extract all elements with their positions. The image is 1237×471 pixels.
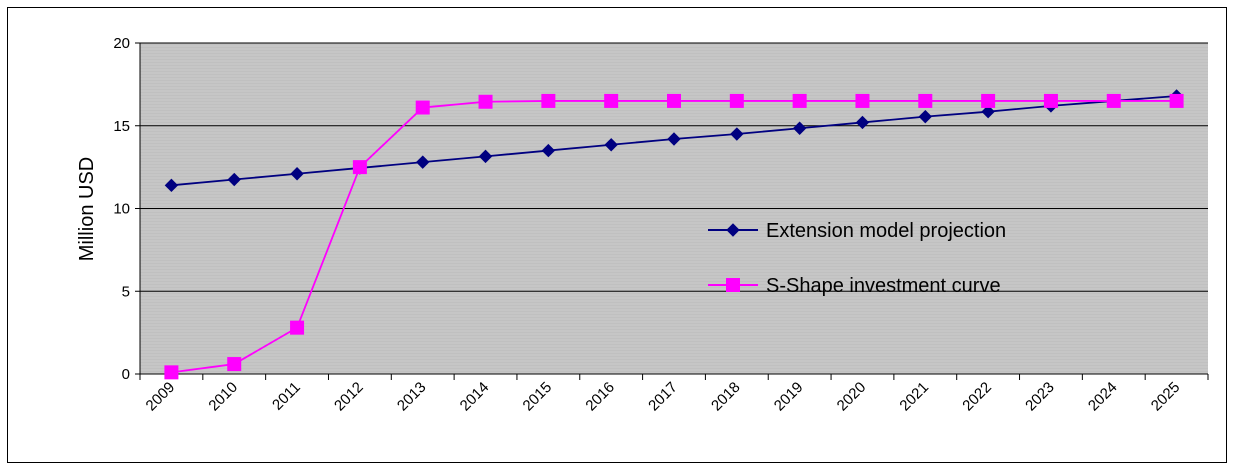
x-tick-label: 2022 xyxy=(959,379,995,415)
extension-point xyxy=(604,138,618,152)
s-shape-point xyxy=(1169,93,1184,108)
s-shape-point xyxy=(227,357,242,372)
x-tick-label: 2009 xyxy=(143,379,179,415)
extension-point xyxy=(792,121,807,135)
s-shape-point xyxy=(352,160,367,175)
extension-point xyxy=(730,127,744,141)
s-shape-point xyxy=(478,94,493,109)
legend-s-shape-label: S-Shape investment curve xyxy=(766,275,1001,297)
y-tick-label: 20 xyxy=(113,35,130,52)
x-tick-label: 2025 xyxy=(1148,379,1184,415)
legend-s-shape-marker xyxy=(726,278,740,292)
s-shape-point xyxy=(918,93,933,108)
y-tick-label: 10 xyxy=(113,201,130,218)
extension-point xyxy=(918,109,933,124)
x-tick-label: 2024 xyxy=(1085,379,1121,415)
extension-point xyxy=(667,132,681,146)
s-shape-point xyxy=(855,93,870,108)
x-tick-label: 2012 xyxy=(331,379,367,415)
s-shape-point xyxy=(415,100,430,115)
x-tick-label: 2010 xyxy=(205,379,241,415)
y-tick-label: 0 xyxy=(122,366,130,383)
x-tick-label: 2017 xyxy=(645,379,681,415)
chart-frame: 0 5 10 15 20 2009 2010 2011 2012 2013 2014 2015 2016… xyxy=(7,7,1227,463)
extension-point xyxy=(227,172,241,187)
extension-point xyxy=(290,167,304,181)
y-tick-label: 5 xyxy=(122,283,130,300)
s-shape-point xyxy=(164,365,179,380)
legend-extension-marker xyxy=(726,223,740,237)
y-tick-label: 15 xyxy=(113,118,130,135)
x-tick-label: 2021 xyxy=(897,379,933,415)
x-tick-label: 2015 xyxy=(520,379,556,415)
s-shape-point xyxy=(541,93,556,108)
extension-point xyxy=(164,178,179,193)
x-tick-label: 2020 xyxy=(834,379,870,415)
extension-point xyxy=(415,155,430,169)
x-tick-label: 2018 xyxy=(708,379,744,415)
extension-point xyxy=(541,143,556,158)
s-shape-point xyxy=(729,93,744,108)
s-shape-point xyxy=(1043,93,1058,108)
s-shape-point xyxy=(1106,93,1121,108)
x-tick-label: 2016 xyxy=(582,379,618,415)
x-tick-label: 2014 xyxy=(457,379,493,415)
x-tick-label: 2011 xyxy=(269,379,304,414)
extension-point xyxy=(855,115,870,130)
line-chart: 0 5 10 15 20 2009 2010 2011 2012 2013 2014 2015 2016… xyxy=(76,35,1209,415)
s-shape-point xyxy=(604,93,619,108)
y-axis-title: Million USD xyxy=(76,157,98,261)
s-shape-point xyxy=(667,93,681,108)
x-tick-label: 2019 xyxy=(771,379,807,415)
legend-extension-label: Extension model projection xyxy=(766,220,1006,242)
extension-point xyxy=(478,149,493,164)
s-shape-point xyxy=(792,93,807,108)
extension-point xyxy=(981,104,995,119)
s-shape-point xyxy=(981,93,996,108)
x-tick-label: 2023 xyxy=(1022,379,1058,415)
s-shape-point xyxy=(290,320,305,335)
x-tick-label: 2013 xyxy=(394,379,430,415)
